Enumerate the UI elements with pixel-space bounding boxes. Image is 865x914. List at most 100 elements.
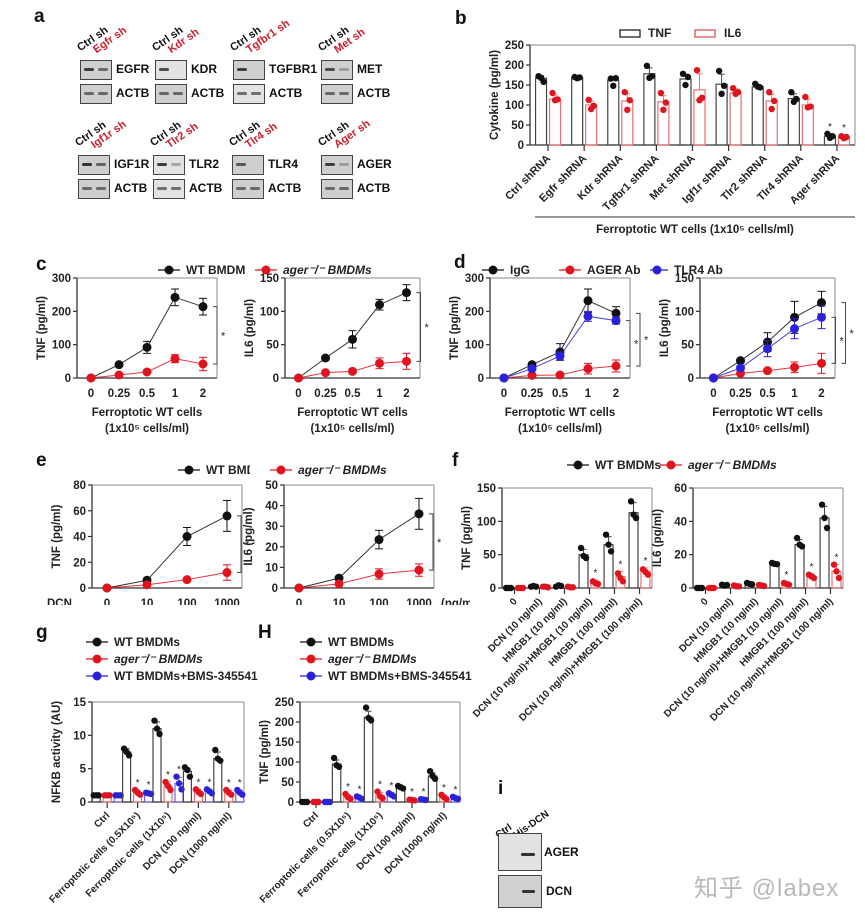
data-point-red <box>321 368 330 378</box>
data-point-black <box>583 296 593 306</box>
legend-label-tnf: TNF <box>648 26 671 40</box>
replicate-point-black <box>648 73 656 80</box>
x-tick-label: 10 <box>141 598 154 605</box>
blot-label-actb: ACTB <box>269 86 303 100</box>
legend-marker-red <box>666 460 676 470</box>
y-tick-label: 0 <box>518 140 524 152</box>
y-tick-label: 0 <box>478 373 484 385</box>
x-axis-label-units: (1x10⁵ cells/ml) <box>518 423 602 435</box>
replicate-point-black <box>793 534 801 542</box>
x-tick-label: 1 <box>376 388 383 400</box>
blot-label-actb: ACTB <box>268 181 302 195</box>
chart-d-tnf-line: 0 100 200 300 TNF (pg/ml) 0 0.25 0.5 1 2 Ferroptot… <box>449 265 649 435</box>
x-prefix-label: DCN <box>47 598 72 605</box>
replicate-point-blue <box>390 793 398 800</box>
legend-marker-red <box>565 265 575 275</box>
significance-star: * <box>389 781 393 792</box>
y-tick-label: 20 <box>265 542 278 554</box>
band <box>339 68 349 71</box>
replicate-point-black <box>153 725 161 732</box>
bar-black <box>571 77 584 146</box>
significance-star: * <box>850 328 855 340</box>
replicate-point-red <box>554 96 561 103</box>
band <box>98 68 108 71</box>
data-point-red <box>114 370 124 380</box>
series-line-red <box>298 569 420 589</box>
replicate-point-black <box>643 62 651 69</box>
blot-label-dcn: DCN <box>546 884 572 898</box>
x-tick-label: 2 <box>403 388 409 400</box>
blot-label-egfr: EGFR <box>116 62 150 76</box>
replicate-point-black <box>330 754 338 762</box>
band <box>171 187 181 190</box>
significance-star: * <box>196 777 200 788</box>
x-tick-label: 0.5 <box>345 388 362 400</box>
data-point-red <box>763 366 772 376</box>
x-tick-label: DCN (1000 ng/ml) <box>383 810 449 876</box>
band <box>96 187 106 190</box>
y-tick-label: 0 <box>490 583 496 595</box>
y-axis-label: TNF (pg/ml) <box>51 504 63 568</box>
significance-star: * <box>842 123 846 134</box>
chart-e-il6-line: 0 10 20 30 40 50 IL6 (pg/ml) 0 10 100 1000 (ng/ml) *… <box>243 463 470 605</box>
significance-star: * <box>785 570 789 581</box>
replicate-point-red <box>802 93 809 101</box>
y-axis-label: IL6 (pg/ml) <box>244 299 256 357</box>
x-tick-label: 1000 <box>214 598 240 605</box>
panel-h-letter: H <box>258 622 272 643</box>
replicate-point-black <box>823 524 831 532</box>
significance-star: * <box>835 553 839 564</box>
y-tick-label: 300 <box>465 273 484 285</box>
replicate-point-red <box>374 788 381 795</box>
y-tick-label: 100 <box>275 757 294 769</box>
replicate-point-red <box>590 102 597 110</box>
significance-star: * <box>238 778 242 789</box>
y-tick-label: 100 <box>477 516 496 528</box>
data-point-blue <box>790 324 799 334</box>
x-tick-label: 1 <box>172 388 179 400</box>
legend-marker-blue <box>92 671 102 681</box>
significance-star: * <box>245 539 250 551</box>
replicate-point-red <box>624 106 631 114</box>
data-point-black <box>222 511 232 521</box>
x-tick-label: 0.25 <box>729 388 752 400</box>
replicate-point-black <box>718 90 725 98</box>
data-point-blue <box>736 363 745 373</box>
significance-star: * <box>594 568 598 579</box>
legend-label-il6: IL6 <box>724 26 742 40</box>
replicate-point-red <box>833 568 840 575</box>
x-axis-label: Ferroptotic WT cells <box>92 407 203 419</box>
legend-label: WT BMDMs <box>186 265 245 277</box>
replicate-point-black <box>632 514 640 522</box>
significance-star: * <box>421 787 425 798</box>
band <box>84 68 94 71</box>
replicate-point-black <box>698 584 706 592</box>
legend-label: WT BMDMs <box>206 463 250 477</box>
blot-actb <box>155 84 187 104</box>
x-tick-label: 10 <box>333 598 346 605</box>
y-tick-label: 250 <box>505 40 524 52</box>
y-axis-label: NFKB activity (AU) <box>51 701 63 803</box>
band <box>339 187 349 190</box>
x-tick-label: 100 <box>369 598 388 605</box>
y-tick-label: 0 <box>273 373 279 385</box>
replicate-point-red <box>771 97 778 105</box>
replicate-point-black <box>303 798 311 806</box>
data-point-red <box>198 359 208 369</box>
x-tick-label: 0.5 <box>139 388 156 400</box>
replicate-point-red <box>569 584 577 591</box>
y-axis-label: TNF (pg/ml) <box>36 296 48 360</box>
blot-actb <box>80 84 112 104</box>
legend-label: WT BMDMs+BMS-345541 <box>328 669 472 683</box>
y-tick-label: 100 <box>260 306 279 318</box>
significance-star: * <box>207 777 211 788</box>
replicate-point-black <box>582 554 590 562</box>
data-point-blue <box>583 311 593 321</box>
y-tick-label: 100 <box>505 100 524 112</box>
data-point-red <box>142 580 152 590</box>
data-point-red <box>334 579 344 589</box>
significance-bracket <box>213 306 218 365</box>
band <box>521 853 535 856</box>
band <box>84 92 94 95</box>
replicate-point-black <box>95 792 102 799</box>
